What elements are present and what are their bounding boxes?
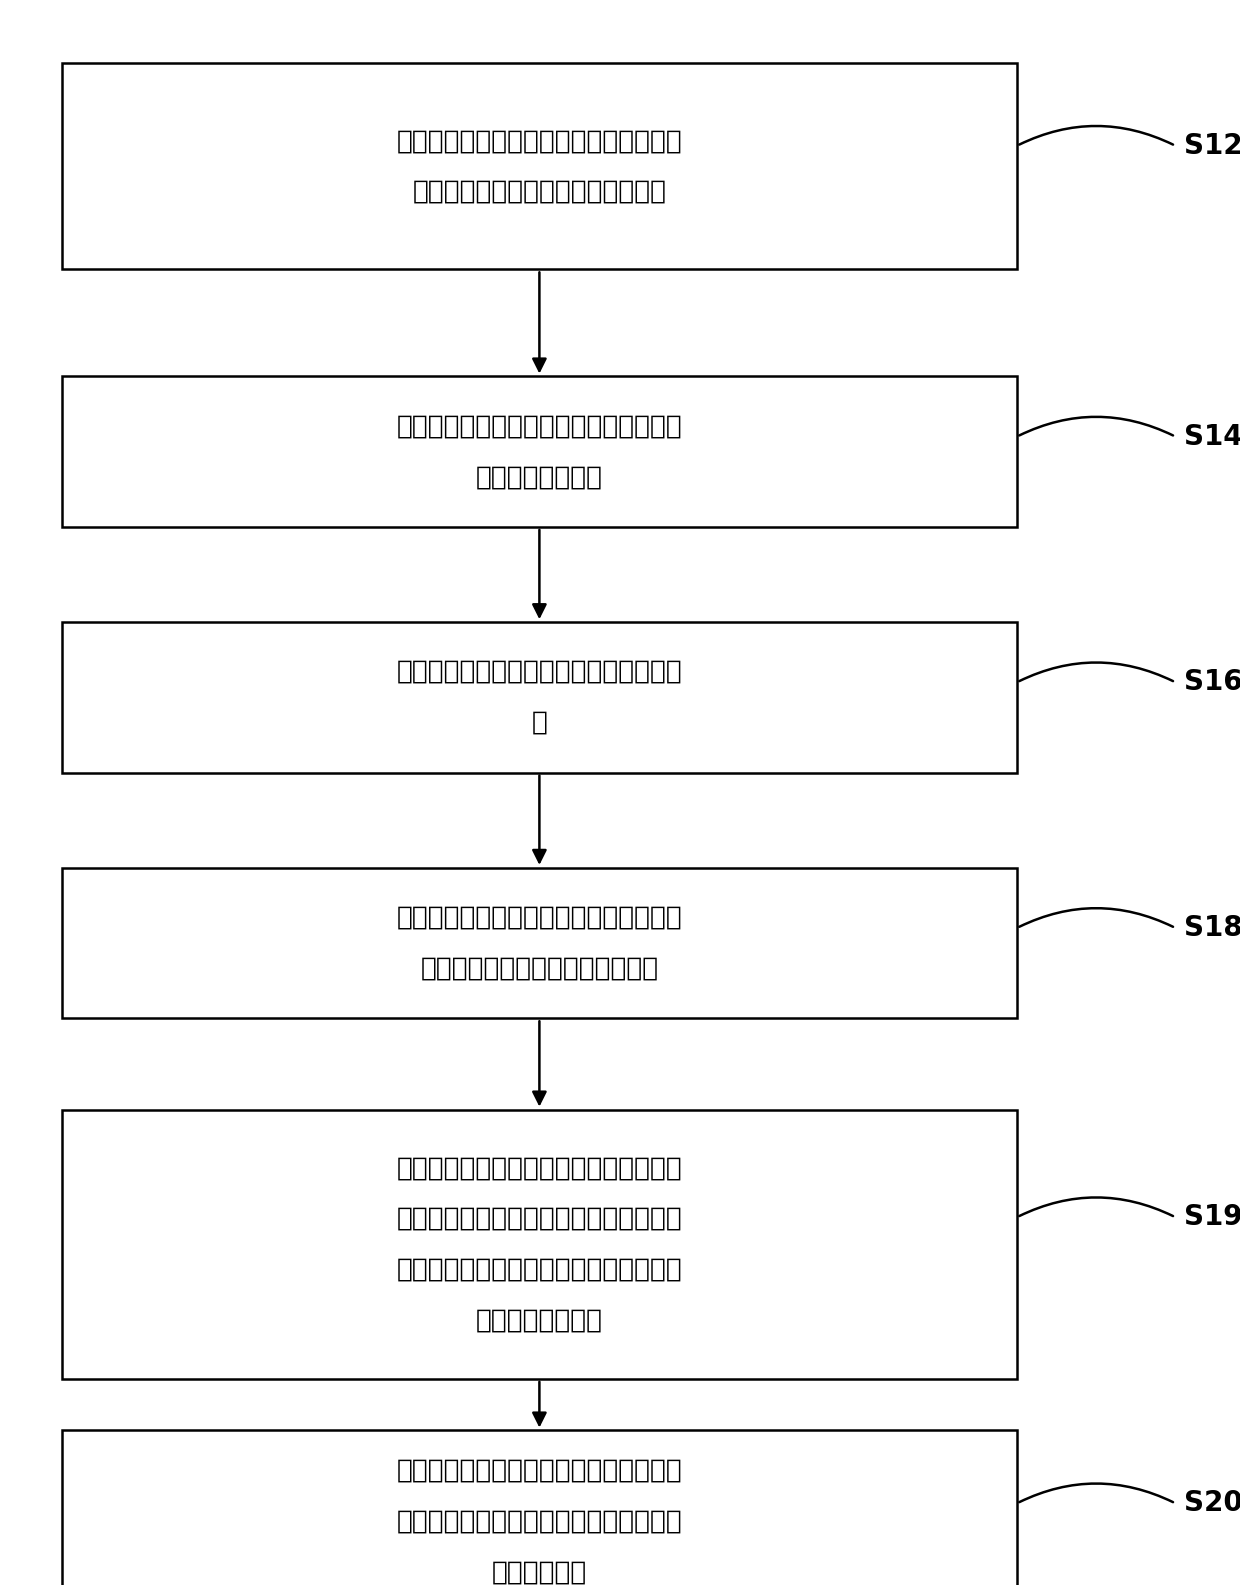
Text: 基准功频信息匹配: 基准功频信息匹配	[476, 1308, 603, 1333]
Bar	[62, 1110, 1017, 1379]
FancyArrowPatch shape	[1019, 1484, 1173, 1503]
Text: 调节所述仿真模型的传输线参数，并获取: 调节所述仿真模型的传输线参数，并获取	[397, 905, 682, 930]
FancyArrowPatch shape	[1019, 908, 1173, 927]
Text: S14: S14	[1184, 423, 1240, 450]
Bar	[62, 869, 1017, 1018]
Text: 确定基准功频信息: 确定基准功频信息	[476, 464, 603, 490]
Text: S20: S20	[1184, 1490, 1240, 1517]
Text: 获取功率分配器件的工作频率，以及所述: 获取功率分配器件的工作频率，以及所述	[397, 128, 682, 154]
FancyArrowPatch shape	[1019, 125, 1173, 144]
Text: S19: S19	[1184, 1203, 1240, 1232]
Bar	[62, 621, 1017, 772]
Text: 匹配时，输出所述实时功频信息对应的所: 匹配时，输出所述实时功频信息对应的所	[397, 1509, 682, 1534]
FancyArrowPatch shape	[1019, 417, 1173, 436]
Text: S16: S16	[1184, 669, 1240, 696]
Text: 息之间的相似度，若所述相似度达到预设: 息之间的相似度，若所述相似度达到预设	[397, 1206, 682, 1232]
Text: 述传输线参数: 述传输线参数	[492, 1560, 587, 1585]
Text: 功率分配器件的输出端的功分比范围: 功率分配器件的输出端的功分比范围	[413, 179, 666, 204]
Bar	[62, 63, 1017, 269]
Text: 调用与所述功率分配器件相对应的仿真模: 调用与所述功率分配器件相对应的仿真模	[397, 659, 682, 685]
Text: S18: S18	[1184, 915, 1240, 941]
Text: 型: 型	[532, 710, 547, 735]
Bar	[62, 376, 1017, 526]
FancyArrowPatch shape	[1019, 1197, 1173, 1216]
Text: S12: S12	[1184, 132, 1240, 160]
Text: 所述仿真模型输出的实时功频信息: 所述仿真模型输出的实时功频信息	[420, 956, 658, 981]
Bar	[62, 1430, 1017, 1585]
FancyArrowPatch shape	[1019, 663, 1173, 682]
Text: 计算所述实时功频信息与所述基准功频信: 计算所述实时功频信息与所述基准功频信	[397, 1155, 682, 1181]
Text: 根据所述工作频率以及所述功分比范围，: 根据所述工作频率以及所述功分比范围，	[397, 414, 682, 439]
Text: 当所述实时功频信息与所述基准功频信息: 当所述实时功频信息与所述基准功频信息	[397, 1458, 682, 1484]
Text: 相似度，则确定所述实时功频信息与所述: 相似度，则确定所述实时功频信息与所述	[397, 1257, 682, 1282]
